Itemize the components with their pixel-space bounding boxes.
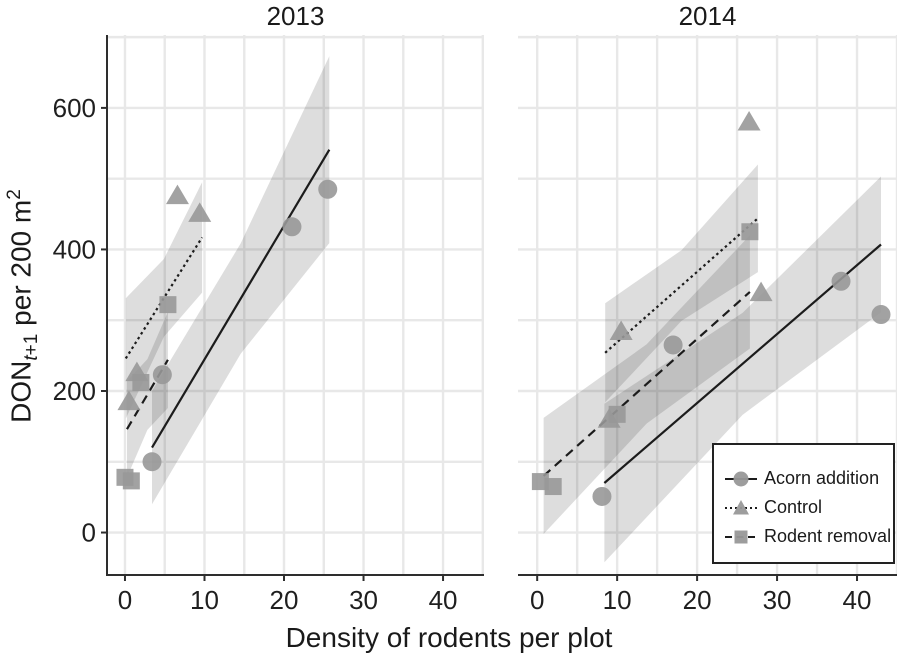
x-tick-label: 10: [603, 585, 632, 615]
x-tick-label: 20: [270, 585, 299, 615]
points-rodent-removal: [531, 223, 759, 496]
legend-label: Rodent removal: [764, 526, 892, 546]
data-point-circle: [592, 486, 612, 506]
data-point-circle: [831, 271, 851, 291]
data-point-square: [608, 405, 626, 423]
data-point-circle: [152, 365, 172, 385]
y-axis-label: DONt+1 per 200 m2: [4, 136, 44, 476]
data-point-triangle: [188, 202, 212, 222]
confidence-ribbon-acorn-addition: [152, 56, 330, 505]
y-tick-label: 600: [53, 93, 96, 123]
y-tick-label: 200: [53, 376, 96, 406]
y-tick-label: 0: [82, 518, 96, 548]
x-tick-label: 40: [843, 585, 872, 615]
x-tick-label: 30: [763, 585, 792, 615]
x-tick-label: 20: [683, 585, 712, 615]
y-axis-label-mid: per 200 m: [5, 199, 37, 334]
confidence-ribbon-control: [605, 164, 758, 403]
trend-line-dashed-rodent-removal: [542, 291, 751, 477]
facet-title-2014: 2014: [678, 1, 737, 31]
x-tick-label: 10: [190, 585, 219, 615]
x-tick-label: 30: [349, 585, 378, 615]
y-axis-label-subscript: t+1: [20, 333, 42, 361]
facet-title-2013: 2013: [266, 1, 325, 31]
trend-line-dotted-control: [124, 236, 204, 360]
x-tick-label: 40: [429, 585, 458, 615]
data-point-square: [122, 472, 140, 490]
data-point-square: [741, 223, 759, 241]
y-axis-label-superscript: 2: [4, 189, 25, 200]
confidence-ribbon-acorn-addition: [604, 176, 881, 563]
triangle-dotted-line-key-icon: [725, 499, 757, 514]
data-point-triangle: [749, 281, 773, 302]
legend: Acorn addition Control Rodent removal: [712, 443, 895, 564]
circle-solid-line-key-icon: [725, 471, 757, 486]
data-point-triangle: [609, 320, 633, 341]
square-dashed-line-key-icon: [725, 530, 757, 543]
y-axis-label-prefix: DON: [5, 360, 37, 423]
x-axis-label: Density of rodents per plot: [285, 622, 613, 653]
data-point-circle: [142, 452, 162, 472]
y-tick-label: 400: [53, 234, 96, 264]
gridlines: [107, 35, 484, 575]
data-point-circle: [871, 305, 891, 325]
data-point-triangle: [165, 184, 189, 205]
trend-line-solid-acorn-addition: [151, 149, 331, 449]
data-point-square: [544, 478, 562, 496]
confidence-ribbon-rodent-removal: [127, 311, 168, 478]
points-acorn-addition: [142, 179, 338, 472]
x-tick-label: 0: [530, 585, 544, 615]
legend-label: Acorn addition: [764, 468, 880, 488]
data-point-circle: [282, 217, 302, 237]
legend-label: Control: [764, 497, 823, 517]
points-rodent-removal: [116, 296, 177, 490]
data-point-triangle: [737, 111, 761, 131]
panel-plot-area: [107, 35, 484, 575]
data-point-square: [132, 373, 150, 391]
points-acorn-addition: [592, 271, 891, 506]
data-point-square: [159, 296, 177, 314]
x-tick-label: 0: [118, 585, 132, 615]
legend-item-control: Control: [724, 497, 889, 519]
legend-item-rodent-removal: Rodent removal: [724, 526, 892, 548]
data-point-square: [531, 473, 549, 491]
legend-item-acorn-addition: Acorn addition: [724, 468, 889, 490]
data-point-triangle: [117, 390, 141, 411]
data-point-circle: [663, 335, 683, 355]
data-point-circle: [318, 179, 338, 199]
